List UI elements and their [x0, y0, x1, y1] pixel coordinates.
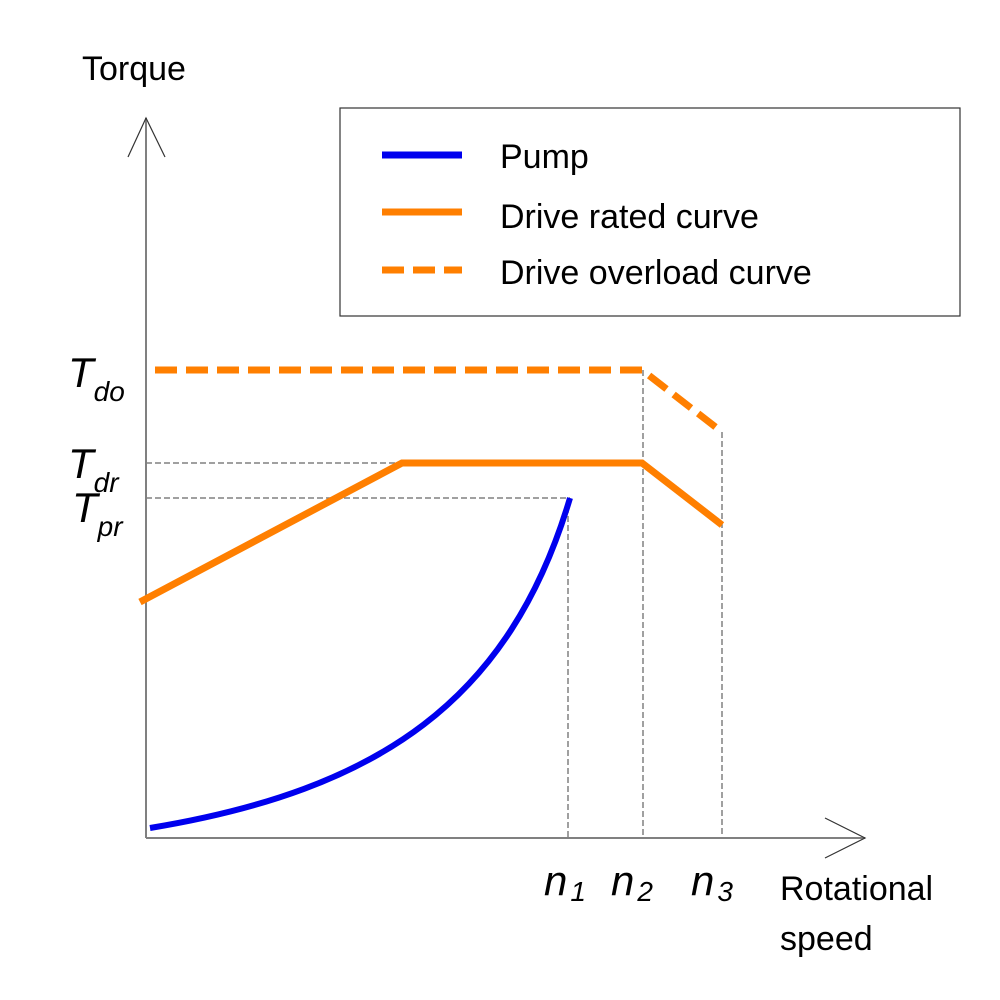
y-marker-tpr: Tpr: [72, 484, 124, 542]
y-axis-label: Torque: [82, 50, 186, 88]
x-axis-arrowhead: [824, 817, 867, 859]
legend-label-overload: Drive overload curve: [500, 254, 812, 292]
drive-overload-curve: [155, 366, 725, 435]
svg-text:Tdo: Tdo: [68, 349, 125, 407]
svg-text:Tdr: Tdr: [68, 440, 120, 498]
svg-text:n2: n2: [611, 857, 653, 907]
legend-label-rated: Drive rated curve: [500, 198, 759, 236]
y-marker-tdr: Tdr: [68, 440, 120, 498]
svg-text:Tpr: Tpr: [72, 484, 124, 542]
svg-text:n1: n1: [544, 857, 586, 907]
legend-label-pump: Pump: [500, 138, 589, 176]
y-axis-arrowhead: [127, 116, 166, 158]
pump-curve: [149, 497, 573, 831]
drive-rated-curve: [138, 459, 725, 606]
y-marker-tdo: Tdo: [68, 349, 125, 407]
legend: Pump Drive rated curve Drive overload cu…: [339, 107, 961, 317]
svg-text:n3: n3: [691, 857, 733, 907]
x-axis-label-line2: speed: [780, 920, 873, 958]
x-axis-label-line1: Rotational: [780, 870, 933, 908]
